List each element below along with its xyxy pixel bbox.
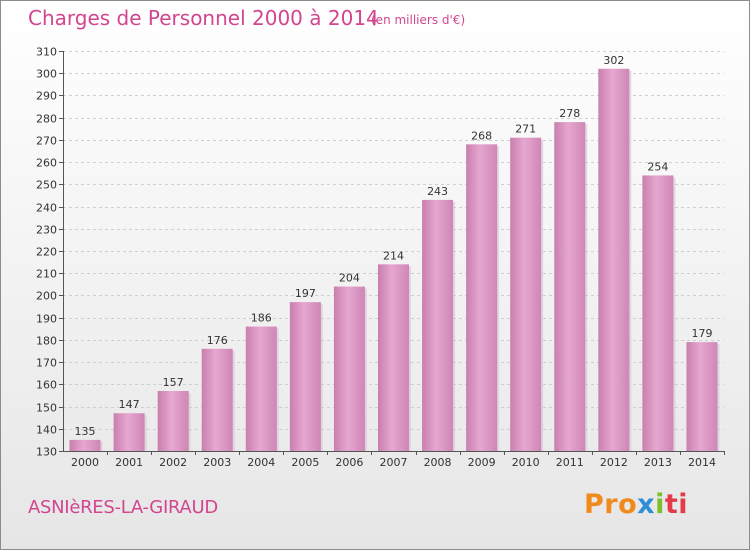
logo-part: Pro [584,489,638,520]
bar-value-label: 204 [339,272,360,285]
bar [201,348,233,451]
chart-title: Charges de Personnel 2000 à 2014 [28,6,379,30]
x-tick-label: 2008 [424,456,452,469]
y-tick-label: 310 [36,46,57,59]
y-tick-label: 250 [36,179,57,192]
y-tick-label: 230 [36,224,57,237]
x-tick-label: 2007 [380,456,408,469]
bar [466,144,498,452]
bar [245,326,277,451]
y-tick-label: 150 [36,402,57,415]
bar [69,439,101,451]
x-tick-label: 2002 [159,456,187,469]
bars [69,68,720,452]
bar [642,175,674,451]
bar-value-label: 179 [691,327,712,340]
x-tick-label: 2012 [600,456,628,469]
commune-name: ASNIèRES-LA-GIRAUD [28,497,218,518]
y-tick-label: 300 [36,68,57,81]
bar-value-label: 147 [119,398,140,411]
y-tick-label: 280 [36,113,57,126]
x-tick-label: 2014 [688,456,716,469]
bar-value-label: 243 [427,185,448,198]
y-tick-label: 170 [36,357,57,370]
proxiti-logo: Proxiti [584,489,688,520]
y-tick-label: 190 [36,313,57,326]
x-tick-label: 2005 [291,456,319,469]
y-tick-label: 200 [36,290,57,303]
x-tick-label: 2013 [644,456,672,469]
y-tick-label: 210 [36,268,57,281]
x-tick-label: 2009 [468,456,496,469]
axes: 130 140 150 160 170 180 190 200 210 220 230 240 250 2… [36,46,725,459]
labels: 135 2000 147 2001 157 2002 176 2003 186 2004 197 20… [71,54,716,469]
x-tick-label: 2003 [203,456,231,469]
bar [598,68,630,452]
bar-value-label: 278 [559,107,580,120]
bar [157,391,189,451]
bar-value-label: 186 [251,312,272,325]
bar [422,199,454,451]
logo-part: i [655,489,665,520]
y-tick-label: 290 [36,90,57,103]
bar-value-label: 157 [163,376,184,389]
x-tick-label: 2004 [247,456,275,469]
y-tick-label: 240 [36,202,57,215]
x-tick-label: 2001 [115,456,143,469]
x-tick-label: 2011 [556,456,584,469]
y-tick-label: 260 [36,157,57,170]
x-tick-label: 2006 [335,456,363,469]
y-tick-label: 270 [36,135,57,148]
y-tick-label: 180 [36,335,57,348]
bar [333,286,365,451]
chart-subtitle: (en milliers d'€) [371,13,466,27]
bar-value-label: 176 [207,334,228,347]
x-tick-label: 2010 [512,456,540,469]
bar-value-label: 268 [471,129,492,142]
bar [686,342,718,451]
bar [554,122,586,451]
bar [113,413,145,451]
bar-value-label: 302 [603,54,624,67]
bar [510,137,542,451]
x-tick-label: 2000 [71,456,99,469]
logo-part: ti [664,489,689,520]
bar [289,302,321,451]
bar-value-label: 135 [75,425,96,438]
bar-value-label: 214 [383,249,404,262]
logo-part: x [637,489,656,520]
bar-value-label: 271 [515,123,536,136]
y-tick-label: 130 [36,446,57,459]
bar [378,264,409,451]
bar-value-label: 254 [647,160,668,173]
y-tick-label: 160 [36,379,57,392]
y-tick-label: 140 [36,424,57,437]
y-tick-label: 220 [36,246,57,259]
bar-value-label: 197 [295,287,316,300]
